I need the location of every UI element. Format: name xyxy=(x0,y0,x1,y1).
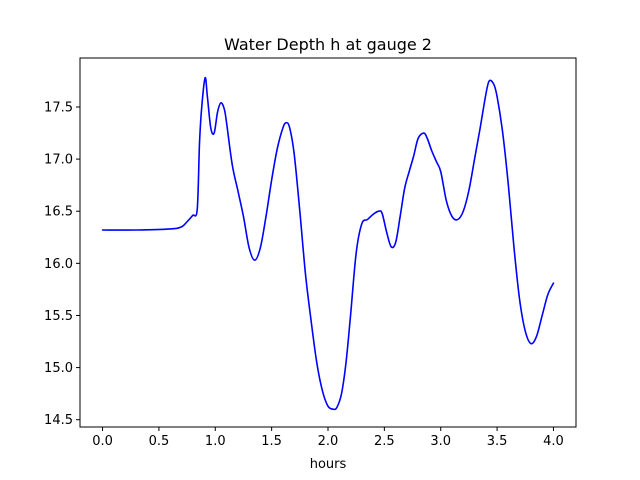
y-tick-label: 15.0 xyxy=(44,361,73,376)
y-tick-label: 17.5 xyxy=(44,100,73,115)
y-tick-label: 16.0 xyxy=(44,257,73,272)
y-tick-label: 15.5 xyxy=(44,309,73,324)
x-tick-label: 0.0 xyxy=(92,434,113,449)
x-tick-label: 4.0 xyxy=(543,434,564,449)
x-tick-label: 1.0 xyxy=(205,434,226,449)
x-tick-label: 3.5 xyxy=(487,434,508,449)
x-axis: 0.0 0.5 1.0 1.5 2.0 2.5 3.0 3.5 4.0 xyxy=(92,427,564,449)
y-tick-label: 14.5 xyxy=(44,413,73,428)
series-layer xyxy=(101,76,555,411)
x-tick-label: 0.5 xyxy=(149,434,170,449)
chart-title: Water Depth h at gauge 2 xyxy=(224,35,432,54)
x-tick-label: 2.0 xyxy=(318,434,339,449)
y-tick-label: 16.5 xyxy=(44,205,73,220)
y-axis: 14.5 15.0 15.5 16.0 16.5 17.0 17.5 xyxy=(44,100,80,428)
x-tick-label: 1.5 xyxy=(261,434,282,449)
x-tick-label: 2.5 xyxy=(374,434,395,449)
x-axis-label: hours xyxy=(310,457,347,472)
x-tick-label: 3.0 xyxy=(430,434,451,449)
series-line-0 xyxy=(101,76,555,411)
y-tick-label: 17.0 xyxy=(44,153,73,168)
